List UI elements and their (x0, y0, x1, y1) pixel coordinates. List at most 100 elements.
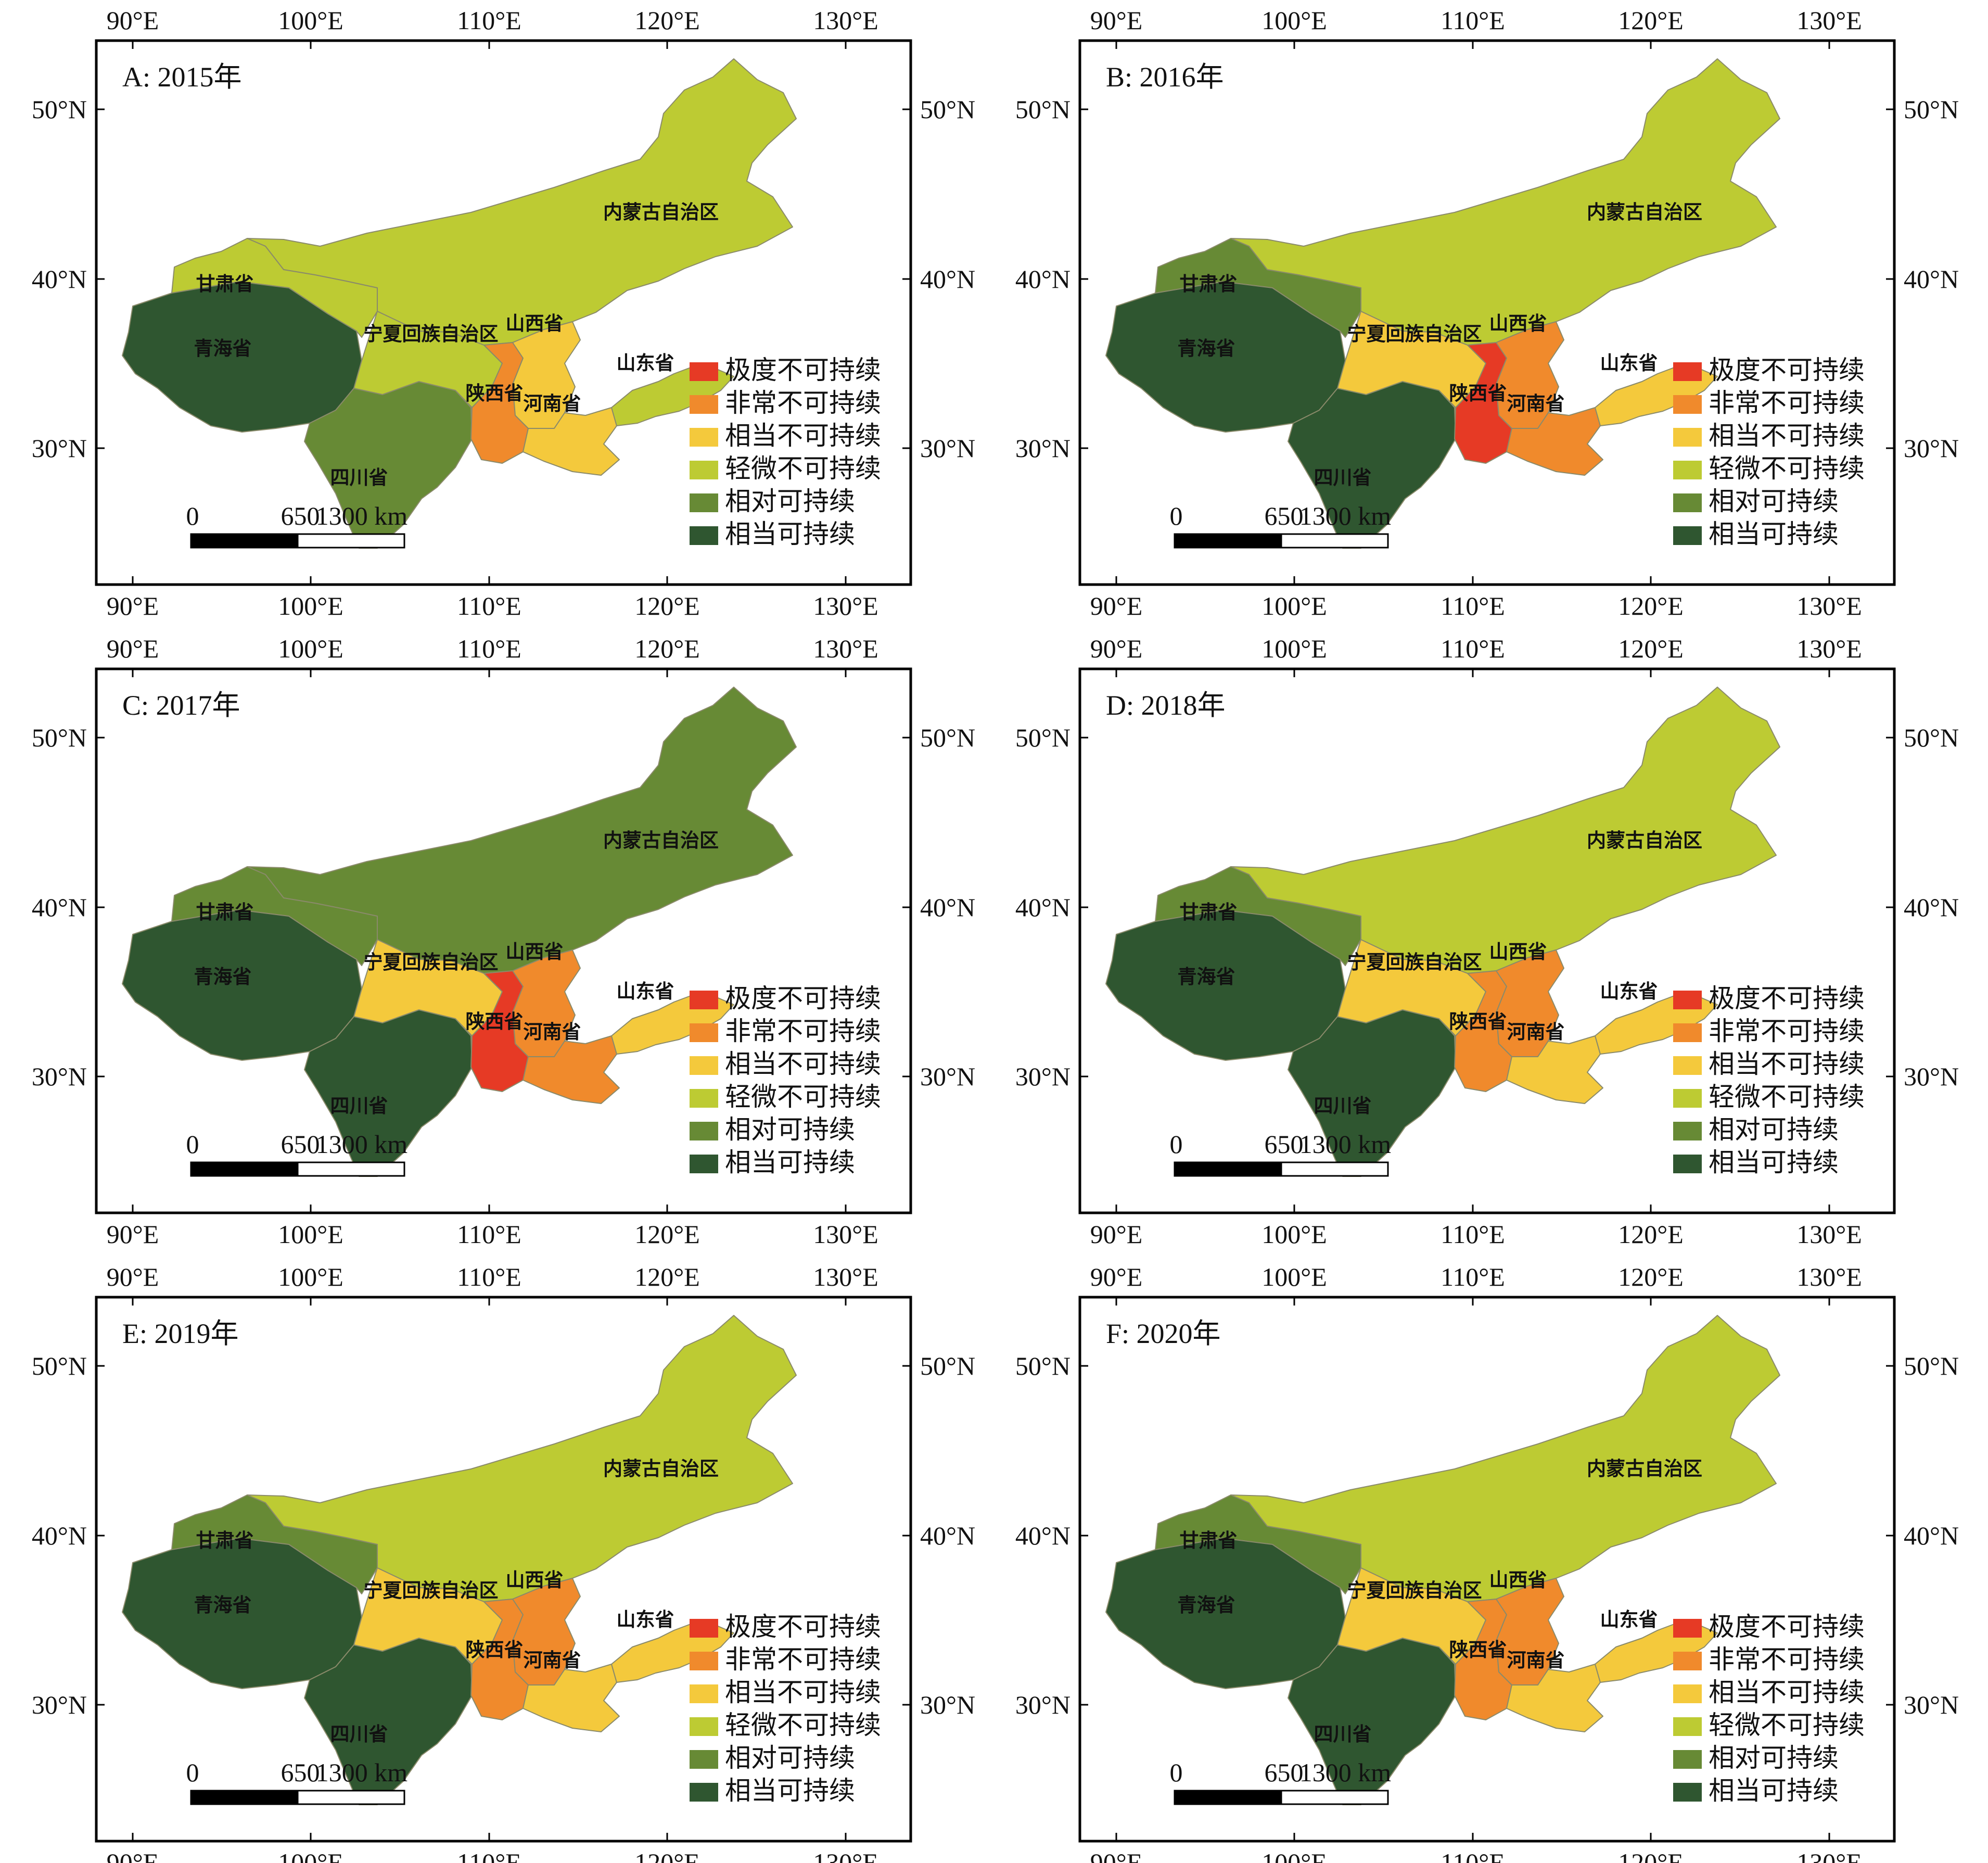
legend-label-very: 非常不可持续 (725, 388, 881, 417)
lon-label-bottom: 120°E (634, 591, 700, 620)
legend-swatch-extreme (690, 991, 718, 1009)
legend-label-extreme: 极度不可持续 (1709, 356, 1865, 385)
province-layer (1105, 687, 1780, 1177)
lat-label-left: 50°N (32, 95, 87, 124)
province-label-shandong: 山东省 (1600, 981, 1658, 1003)
lon-label-bottom: 100°E (1261, 1848, 1327, 1863)
lon-label-top: 100°E (1261, 1262, 1327, 1291)
lon-label-top: 120°E (634, 6, 700, 35)
legend-label-relative: 相对可持续 (1709, 487, 1839, 516)
scale-bar-black (190, 533, 299, 549)
lon-label-bottom: 130°E (813, 1848, 878, 1863)
scale-bar-white (1280, 1161, 1389, 1177)
lat-label-left: 40°N (1015, 264, 1071, 294)
province-label-gansu: 甘肃省 (1180, 902, 1238, 923)
lon-label-bottom: 120°E (634, 1848, 700, 1863)
legend-label-extreme: 极度不可持续 (725, 984, 881, 1013)
province-label-ningxia: 宁夏回族自治区 (364, 323, 499, 345)
lon-label-bottom: 130°E (813, 591, 878, 620)
map-frame (1078, 667, 1896, 1214)
province-label-neimenggu: 内蒙古自治区 (1587, 201, 1702, 223)
legend-swatch-slight (690, 461, 718, 479)
scale-label: 650 (281, 501, 320, 530)
province-label-shaanxi: 陕西省 (1449, 1011, 1507, 1033)
legend-swatch-quite (690, 1783, 718, 1802)
lat-label-left: 30°N (1015, 1062, 1071, 1091)
lon-label-top: 120°E (634, 634, 700, 663)
lon-label-top: 130°E (1796, 1262, 1862, 1291)
scale-label: 650 (281, 1758, 320, 1787)
legend-swatch-very (1673, 395, 1702, 414)
province-label-shanxi: 山西省 (1489, 313, 1547, 335)
province-layer (1105, 58, 1780, 549)
legend-swatch-extreme (690, 1619, 718, 1638)
legend-label-relative: 相对可持续 (725, 1743, 855, 1772)
lat-label-left: 50°N (1015, 723, 1071, 752)
lon-label-top: 90°E (1090, 634, 1143, 663)
province-label-neimenggu: 内蒙古自治区 (603, 1458, 719, 1480)
map-frame (95, 667, 912, 1214)
lat-label-left: 40°N (32, 1521, 87, 1550)
lat-label-right: 50°N (1904, 723, 1959, 752)
lon-label-bottom: 90°E (107, 1220, 159, 1249)
lon-label-bottom: 130°E (1796, 591, 1862, 620)
legend-label-slight: 轻微不可持续 (1709, 1082, 1865, 1111)
lon-label-top: 110°E (457, 1262, 521, 1291)
legend-swatch-slight (1673, 461, 1702, 479)
lat-label-left: 50°N (32, 723, 87, 752)
province-label-qinghai: 青海省 (194, 966, 252, 988)
lon-label-bottom: 120°E (1618, 591, 1684, 620)
lat-label-right: 30°N (1904, 1690, 1959, 1719)
legend-label-quite: 相当可持续 (725, 519, 855, 549)
lat-label-right: 40°N (1904, 1521, 1959, 1550)
scale-bar-white (1280, 1790, 1389, 1805)
province-label-ningxia: 宁夏回族自治区 (1347, 952, 1482, 973)
lat-label-right: 30°N (920, 1690, 975, 1719)
lon-label-bottom: 110°E (457, 591, 521, 620)
province-label-shaanxi: 陕西省 (466, 383, 524, 404)
province-henan (1506, 407, 1603, 476)
province-label-neimenggu: 内蒙古自治区 (1587, 830, 1702, 852)
lon-label-bottom: 130°E (813, 1220, 878, 1249)
legend-label-fairly: 相当不可持续 (725, 421, 881, 450)
legend-swatch-very (1673, 1023, 1702, 1042)
legend-swatch-quite (1673, 1783, 1702, 1802)
legend-swatch-extreme (1673, 1619, 1702, 1638)
province-layer (122, 687, 797, 1177)
lat-label-left: 50°N (1015, 95, 1071, 124)
province-label-shandong: 山东省 (617, 1609, 674, 1631)
scale-label: 0 (1170, 1758, 1183, 1787)
province-henan (1506, 1035, 1603, 1104)
lon-label-top: 90°E (107, 1262, 159, 1291)
province-label-neimenggu: 内蒙古自治区 (603, 201, 719, 223)
legend-swatch-fairly (1673, 428, 1702, 447)
legend-swatch-very (690, 395, 718, 414)
lon-label-bottom: 90°E (1090, 1220, 1143, 1249)
map-frame (1078, 1296, 1896, 1843)
legend-swatch-slight (1673, 1717, 1702, 1736)
scale-label: 1300 km (1299, 501, 1392, 530)
legend-label-quite: 相当可持续 (725, 1148, 855, 1177)
legend-swatch-extreme (1673, 362, 1702, 381)
province-label-ningxia: 宁夏回族自治区 (1347, 1580, 1482, 1602)
lat-label-right: 40°N (920, 893, 975, 922)
legend-swatch-relative (690, 1750, 718, 1769)
legend-swatch-relative (1673, 1750, 1702, 1769)
scale-label: 1300 km (1299, 1758, 1392, 1787)
province-label-shanxi: 山西省 (1489, 1569, 1547, 1591)
legend-label-quite: 相当可持续 (725, 1776, 855, 1805)
lon-label-top: 110°E (457, 634, 521, 663)
lon-label-bottom: 100°E (1261, 591, 1327, 620)
lon-label-top: 100°E (278, 1262, 343, 1291)
lon-label-bottom: 90°E (1090, 1848, 1143, 1863)
lon-label-bottom: 100°E (278, 591, 343, 620)
legend-label-extreme: 极度不可持续 (1709, 1612, 1865, 1641)
